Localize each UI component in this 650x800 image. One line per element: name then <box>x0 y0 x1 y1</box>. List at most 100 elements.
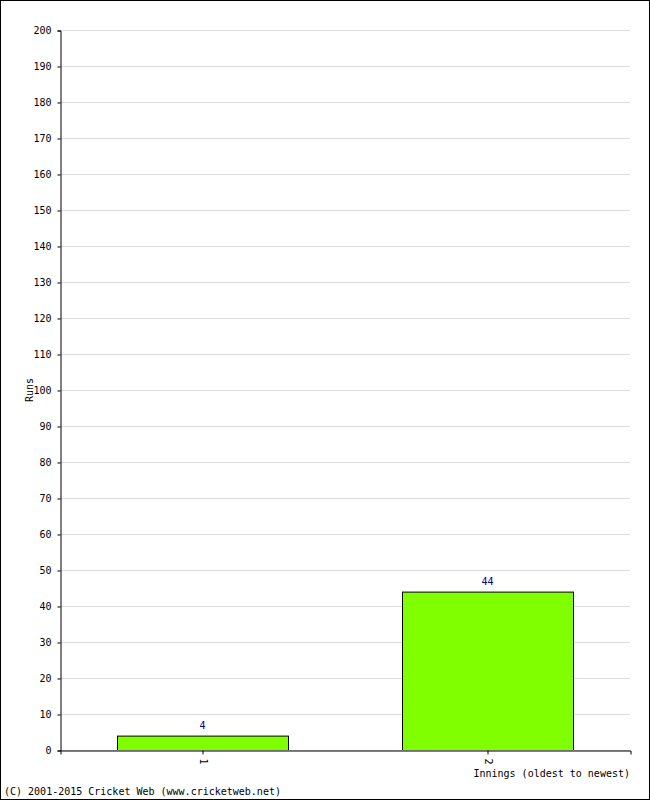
tick-label: 150 <box>33 205 51 216</box>
grid-line <box>60 534 630 535</box>
grid-line <box>60 570 630 571</box>
axis-line <box>58 31 62 751</box>
tick-label: 20 <box>39 673 51 684</box>
tick-label: 2 <box>483 759 494 765</box>
tick-label: 100 <box>33 385 51 396</box>
tick: 120 <box>33 313 60 324</box>
tick-mark <box>58 499 61 500</box>
tick-label: 40 <box>39 601 51 612</box>
tick-mark <box>58 715 61 716</box>
grid-line <box>60 102 630 103</box>
tick-mark <box>58 427 61 428</box>
tick: 0 <box>45 745 60 756</box>
x-axis-title: Innings (oldest to newest) <box>473 768 630 779</box>
grid-line <box>60 138 630 139</box>
tick: 190 <box>33 61 60 72</box>
tick-mark <box>58 679 61 680</box>
tick: 20 <box>39 673 60 684</box>
grid-line <box>60 426 630 427</box>
data-label: 44 <box>481 576 493 587</box>
tick-mark <box>58 607 61 608</box>
tick: 100 <box>33 385 60 396</box>
tick: 150 <box>33 205 60 216</box>
tick-label: 110 <box>33 349 51 360</box>
tick-mark <box>58 139 61 140</box>
tick: 60 <box>39 529 60 540</box>
tick-label: 190 <box>33 61 51 72</box>
tick-label: 70 <box>39 493 51 504</box>
data-labels: 444 <box>199 576 493 731</box>
frame <box>1 1 650 800</box>
tick-mark <box>203 751 204 755</box>
tick-mark <box>58 247 61 248</box>
tick-label: 200 <box>33 25 51 36</box>
tick: 110 <box>33 349 60 360</box>
tick-label: 90 <box>39 421 51 432</box>
tick-label: 10 <box>39 709 51 720</box>
tick-mark <box>58 67 61 68</box>
tick-label: 120 <box>33 313 51 324</box>
tick: 30 <box>39 637 60 648</box>
bars <box>118 592 574 750</box>
tick-mark <box>58 31 61 32</box>
tick: 50 <box>39 565 60 576</box>
tick: 70 <box>39 493 60 504</box>
tick-label: 1 <box>198 759 209 765</box>
tick-mark <box>58 355 61 356</box>
grid-line <box>60 30 630 31</box>
tick-mark <box>58 391 61 392</box>
tick: 80 <box>39 457 60 468</box>
bar <box>118 736 289 750</box>
tick-label: 0 <box>45 745 51 756</box>
tick-label: 180 <box>33 97 51 108</box>
tick-mark <box>488 751 489 755</box>
tick-label: 130 <box>33 277 51 288</box>
x-axis: 12 <box>61 751 631 765</box>
tick: 160 <box>33 169 60 180</box>
tick: 200 <box>33 25 60 36</box>
grid-line <box>60 282 630 283</box>
tick-mark <box>58 211 61 212</box>
tick: 170 <box>33 133 60 144</box>
tick: 90 <box>39 421 60 432</box>
grid-line <box>60 462 630 463</box>
tick-label: 160 <box>33 169 51 180</box>
grid <box>60 31 630 751</box>
grid-line <box>60 210 630 211</box>
tick-mark <box>58 175 61 176</box>
tick: 130 <box>33 277 60 288</box>
tick-mark <box>58 535 61 536</box>
grid-line <box>60 390 630 391</box>
chart: 0 10 20 30 40 50 60 70 80 90 100 110 120 130 140 150 160… <box>0 0 650 800</box>
tick-label: 50 <box>39 565 51 576</box>
tick-label: 80 <box>39 457 51 468</box>
tick-mark <box>58 751 61 752</box>
annotation: (C) 2001-2015 Cricket Web (www.cricketwe… <box>4 786 281 797</box>
tick-label: 170 <box>33 133 51 144</box>
grid-line <box>60 318 630 319</box>
tick-mark <box>58 319 61 320</box>
tick: 1 <box>198 751 209 765</box>
tick: 180 <box>33 97 60 108</box>
bar <box>403 592 574 750</box>
tick-label: 140 <box>33 241 51 252</box>
data-label: 4 <box>199 720 205 731</box>
y-axis: 0 10 20 30 40 50 60 70 80 90 100 110 120 130 140 150 160… <box>33 25 61 756</box>
y-axis-title: Runs <box>24 378 35 402</box>
tick-mark <box>58 283 61 284</box>
grid-line <box>60 246 630 247</box>
grid-line <box>60 174 630 175</box>
tick-label: 60 <box>39 529 51 540</box>
tick-mark <box>58 643 61 644</box>
tick: 140 <box>33 241 60 252</box>
tick-mark <box>58 571 61 572</box>
grid-line <box>60 498 630 499</box>
grid-line <box>60 66 630 67</box>
tick-label: 30 <box>39 637 51 648</box>
tick: 10 <box>39 709 60 720</box>
axis-line <box>61 751 631 755</box>
tick: 2 <box>483 751 494 765</box>
tick-mark <box>58 463 61 464</box>
tick: 40 <box>39 601 60 612</box>
tick-mark <box>58 103 61 104</box>
